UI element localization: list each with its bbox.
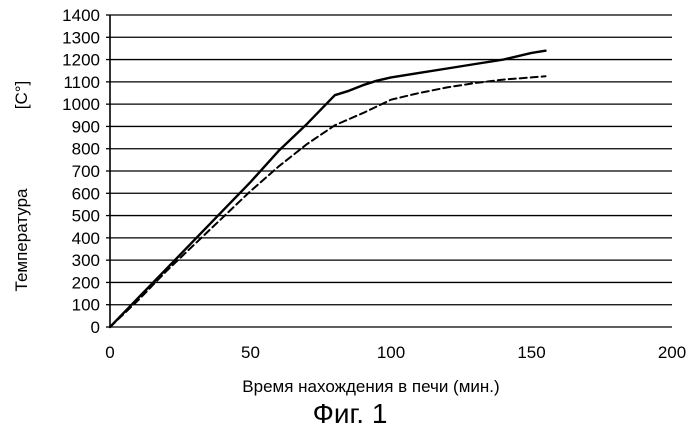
y-tick-label: 1100: [63, 73, 100, 92]
figure-caption: Фиг. 1: [0, 398, 700, 430]
series-line-solid: [110, 51, 546, 327]
y-tick-label: 700: [72, 162, 100, 181]
y-tick-label: 100: [72, 296, 100, 315]
y-tick-label: 400: [72, 229, 100, 248]
x-axis-label: Время нахождения в печи (мин.): [242, 377, 499, 396]
y-tick-label: 1200: [62, 51, 100, 70]
x-tick-label: 50: [241, 343, 260, 362]
y-tick-label: 300: [72, 251, 100, 270]
grid-layer: [110, 15, 672, 327]
y-tick-label: 800: [72, 140, 100, 159]
x-tick-label: 200: [658, 343, 686, 362]
y-tick-label: 600: [72, 184, 100, 203]
y-tick-label: 500: [72, 207, 100, 226]
y-tick-label: 0: [91, 318, 100, 337]
y-tick-label: 1300: [62, 28, 100, 47]
x-tick-label: 100: [377, 343, 405, 362]
x-tick-label: 0: [105, 343, 114, 362]
y-axis-label: Температура: [12, 188, 31, 292]
series-layer: [110, 51, 546, 327]
y-axis-unit-label: [C°]: [12, 81, 31, 110]
y-tick-label: 200: [72, 273, 100, 292]
series-line-dashed: [110, 76, 546, 327]
y-tick-label: 1000: [62, 95, 100, 114]
x-tick-label: 150: [517, 343, 545, 362]
y-tick-label: 1400: [62, 6, 100, 25]
y-tick-label: 900: [72, 117, 100, 136]
